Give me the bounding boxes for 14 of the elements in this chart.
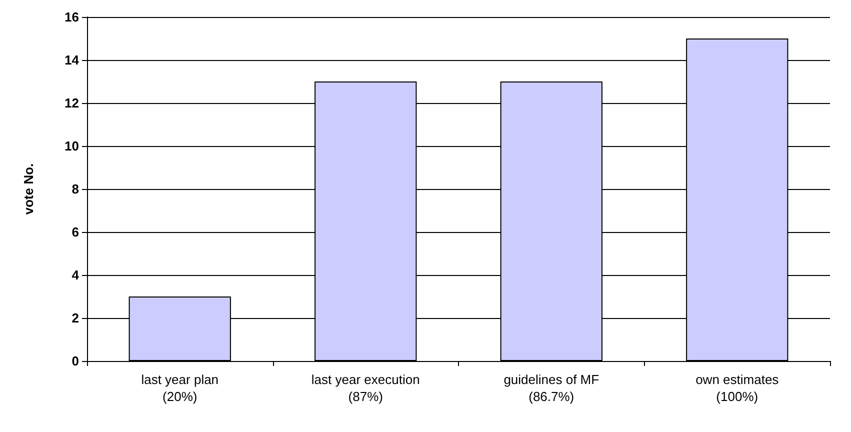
y-axis-title: vote No. bbox=[21, 163, 36, 215]
y-tick-label: 4 bbox=[72, 268, 80, 282]
x-tick-label: last year execution (87%) bbox=[311, 372, 420, 404]
y-tick-label: 14 bbox=[64, 52, 80, 68]
x-tick-label: guidelines of MF (86.7%) bbox=[504, 372, 600, 404]
x-tick-label: own estimates (100%) bbox=[696, 372, 780, 404]
y-tick-label: 2 bbox=[72, 310, 79, 326]
y-tick-label: 16 bbox=[64, 10, 79, 24]
x-tick-label: last year plan (20%) bbox=[141, 372, 219, 404]
y-tick-label: 10 bbox=[64, 138, 79, 154]
y-tick-label: 0 bbox=[72, 354, 79, 368]
y-tick-label: 6 bbox=[72, 224, 79, 240]
y-tick-label: 8 bbox=[72, 182, 79, 196]
y-tick-label: 12 bbox=[64, 96, 79, 110]
